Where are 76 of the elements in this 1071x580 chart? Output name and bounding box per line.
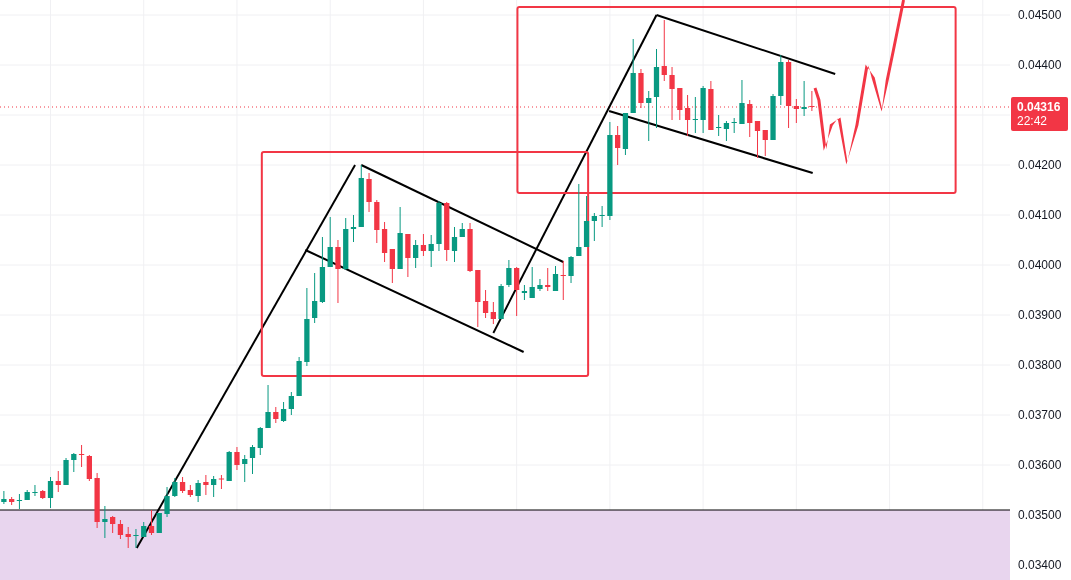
candlestick <box>257 426 263 456</box>
candlestick <box>552 265 559 292</box>
candlestick <box>482 289 489 319</box>
y-tick-label: 0.04100 <box>1018 208 1062 223</box>
candlestick <box>451 226 458 263</box>
candlestick <box>420 233 427 257</box>
candlestick <box>195 479 201 503</box>
candlestick <box>117 519 124 540</box>
y-tick-label: 0.04000 <box>1018 258 1062 273</box>
y-tick-label: 0.04200 <box>1018 158 1062 173</box>
candlestick <box>723 120 730 142</box>
y-tick-label: 0.03600 <box>1018 458 1062 473</box>
candlestick <box>350 214 357 243</box>
candlestick <box>55 470 61 493</box>
candlestick <box>78 444 85 468</box>
candlestick <box>490 301 496 325</box>
y-tick-label: 0.03500 <box>1018 508 1062 523</box>
candlestick <box>754 120 761 159</box>
candlestick <box>164 486 170 518</box>
candlestick <box>71 452 77 473</box>
candlestick <box>716 114 722 137</box>
y-tick-label: 0.03800 <box>1018 358 1062 373</box>
candlestick <box>366 172 372 213</box>
candlestick <box>669 66 675 121</box>
candlestick <box>288 391 294 416</box>
candlestick <box>234 446 240 471</box>
candlestick <box>762 129 768 157</box>
candlestick <box>327 216 333 268</box>
candlestick <box>591 212 597 242</box>
candlestick <box>242 454 248 483</box>
candlestick <box>576 183 582 257</box>
candlestick <box>615 125 621 166</box>
candlestick <box>218 474 225 490</box>
candlestick <box>335 239 341 304</box>
candlestick <box>381 221 388 263</box>
candlestick <box>801 80 807 117</box>
candlestick <box>599 205 605 228</box>
candlestick <box>32 484 38 497</box>
candlestick <box>661 19 667 82</box>
candlestick <box>568 255 574 284</box>
candlestick <box>312 272 318 324</box>
candlestick <box>389 248 395 284</box>
candlestick <box>560 260 566 301</box>
candlestick <box>265 384 271 429</box>
y-tick-label: 0.03900 <box>1018 308 1062 323</box>
y-tick-label: 0.03400 <box>1018 558 1062 573</box>
ref-line-label: 0.04316 <box>1017 100 1061 115</box>
candlestick <box>731 117 737 134</box>
candlestick <box>506 259 512 288</box>
candlestick <box>739 79 745 125</box>
y-tick-label: 0.04500 <box>1018 8 1062 23</box>
candlestick <box>545 267 551 292</box>
candlestick <box>211 475 217 498</box>
candlestick <box>428 234 434 268</box>
candlestick <box>646 90 652 142</box>
candlestick <box>203 474 209 496</box>
candlestick <box>172 477 178 498</box>
y-tick-label: 0.04400 <box>1018 58 1062 73</box>
candlestick <box>148 509 155 536</box>
candlestick <box>529 266 535 299</box>
candlestick <box>692 96 698 134</box>
candlestick <box>280 401 287 423</box>
candlestick <box>125 526 131 549</box>
candlestick <box>249 444 256 475</box>
candlestick <box>514 266 520 317</box>
candlestick <box>86 454 92 482</box>
candlestick <box>47 476 54 509</box>
candlestick <box>102 505 108 539</box>
candlestick <box>1 490 7 505</box>
y-tick-label: 0.03700 <box>1018 408 1062 423</box>
candlestick <box>413 239 419 269</box>
candlestick <box>405 233 411 278</box>
text: 22:42 <box>1017 114 1048 129</box>
candlestick <box>133 528 139 549</box>
candlestick <box>537 278 543 292</box>
candlestick <box>16 493 23 510</box>
